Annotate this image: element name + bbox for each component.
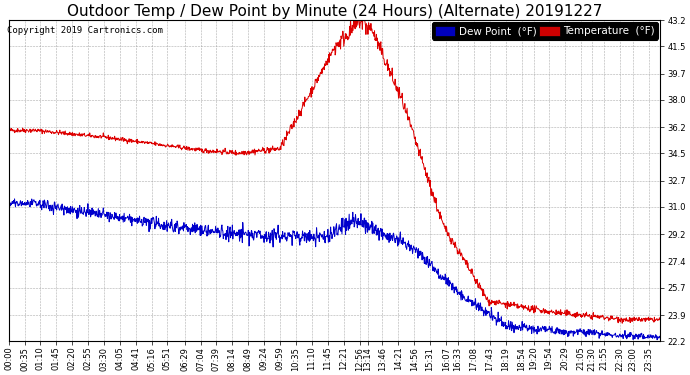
Text: Copyright 2019 Cartronics.com: Copyright 2019 Cartronics.com [7, 26, 163, 35]
Title: Outdoor Temp / Dew Point by Minute (24 Hours) (Alternate) 20191227: Outdoor Temp / Dew Point by Minute (24 H… [67, 4, 602, 19]
Legend: Dew Point  (°F), Temperature  (°F): Dew Point (°F), Temperature (°F) [431, 22, 658, 39]
